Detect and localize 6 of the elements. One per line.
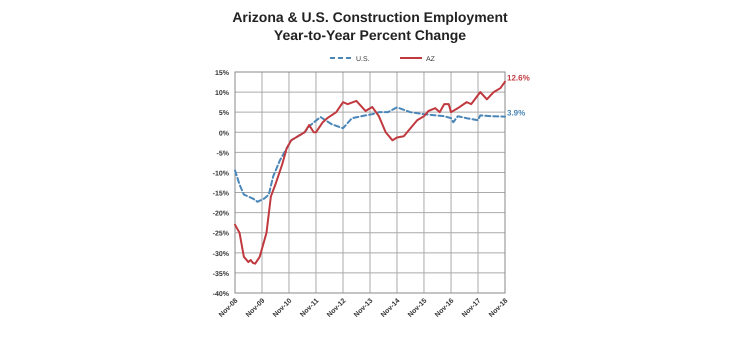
line-series <box>234 80 506 265</box>
annotation: 12.6% <box>507 74 530 83</box>
chart-title: Arizona & U.S. Construction Employment <box>232 9 508 25</box>
annotation: 3.9% <box>507 108 526 118</box>
chart-subtitle: Year-to-Year Percent Change <box>274 27 466 43</box>
line-series <box>234 106 506 203</box>
